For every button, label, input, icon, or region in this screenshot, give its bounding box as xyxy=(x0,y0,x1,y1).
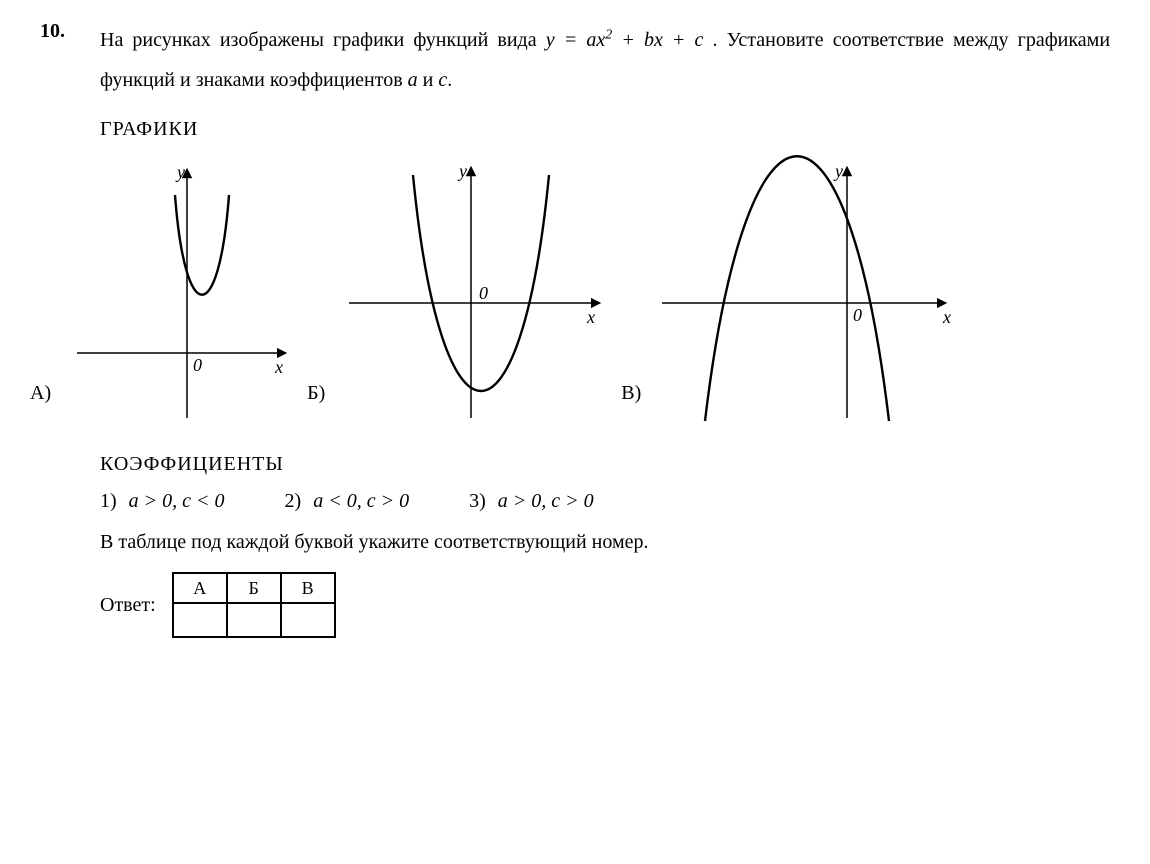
answer-header-c: В xyxy=(281,573,335,603)
axis-x-label: x xyxy=(942,307,951,327)
coefficients-row: 1) a > 0, c < 0 2) a < 0, c > 0 3) a > 0… xyxy=(100,490,1110,513)
axis-y-label: y xyxy=(175,162,185,182)
graph-c-container: В) y x 0 xyxy=(621,153,957,433)
axis-y-label: y xyxy=(833,161,843,181)
graph-c-label: В) xyxy=(621,382,641,405)
graph-b-label: Б) xyxy=(307,382,325,405)
graph-b-svg: y x 0 xyxy=(331,153,611,433)
answer-table: А Б В xyxy=(172,572,336,638)
axis-x-label: x xyxy=(586,307,595,327)
graph-b-container: Б) y x 0 xyxy=(307,153,611,433)
coef-option-1: 1) a > 0, c < 0 xyxy=(100,490,225,513)
coefficients-header: КОЭФФИЦИЕНТЫ xyxy=(100,453,1110,476)
answer-header-a: А xyxy=(173,573,227,603)
graph-a-svg: y x 0 xyxy=(57,153,297,433)
answer-header-b: Б xyxy=(227,573,281,603)
problem-text-1: На рисунках изображены графики функций в… xyxy=(100,29,546,51)
answer-row: Ответ: А Б В xyxy=(100,572,1110,638)
axis-zero: 0 xyxy=(853,305,862,325)
problem-number: 10. xyxy=(40,20,76,43)
graph-a-label: А) xyxy=(30,382,51,405)
formula: y = ax2 + bx + c xyxy=(546,29,713,51)
answer-cell-c[interactable] xyxy=(281,603,335,637)
problem-statement: На рисунках изображены графики функций в… xyxy=(100,20,1110,100)
graphs-header: ГРАФИКИ xyxy=(100,118,1110,141)
graph-a-container: А) y x 0 xyxy=(30,153,297,433)
axis-y-label: y xyxy=(457,161,467,181)
instruction-text: В таблице под каждой буквой укажите соот… xyxy=(100,531,1110,554)
graph-c-svg: y x 0 xyxy=(647,153,957,433)
axis-zero: 0 xyxy=(193,355,202,375)
axis-zero: 0 xyxy=(479,283,488,303)
answer-cell-b[interactable] xyxy=(227,603,281,637)
graphs-row: А) y x 0 xyxy=(100,153,1110,433)
coef-option-3: 3) a > 0, c > 0 xyxy=(469,490,594,513)
answer-cell-a[interactable] xyxy=(173,603,227,637)
coef-option-2: 2) a < 0, c > 0 xyxy=(285,490,410,513)
axis-x-label: x xyxy=(274,357,283,377)
answer-label: Ответ: xyxy=(100,594,156,617)
